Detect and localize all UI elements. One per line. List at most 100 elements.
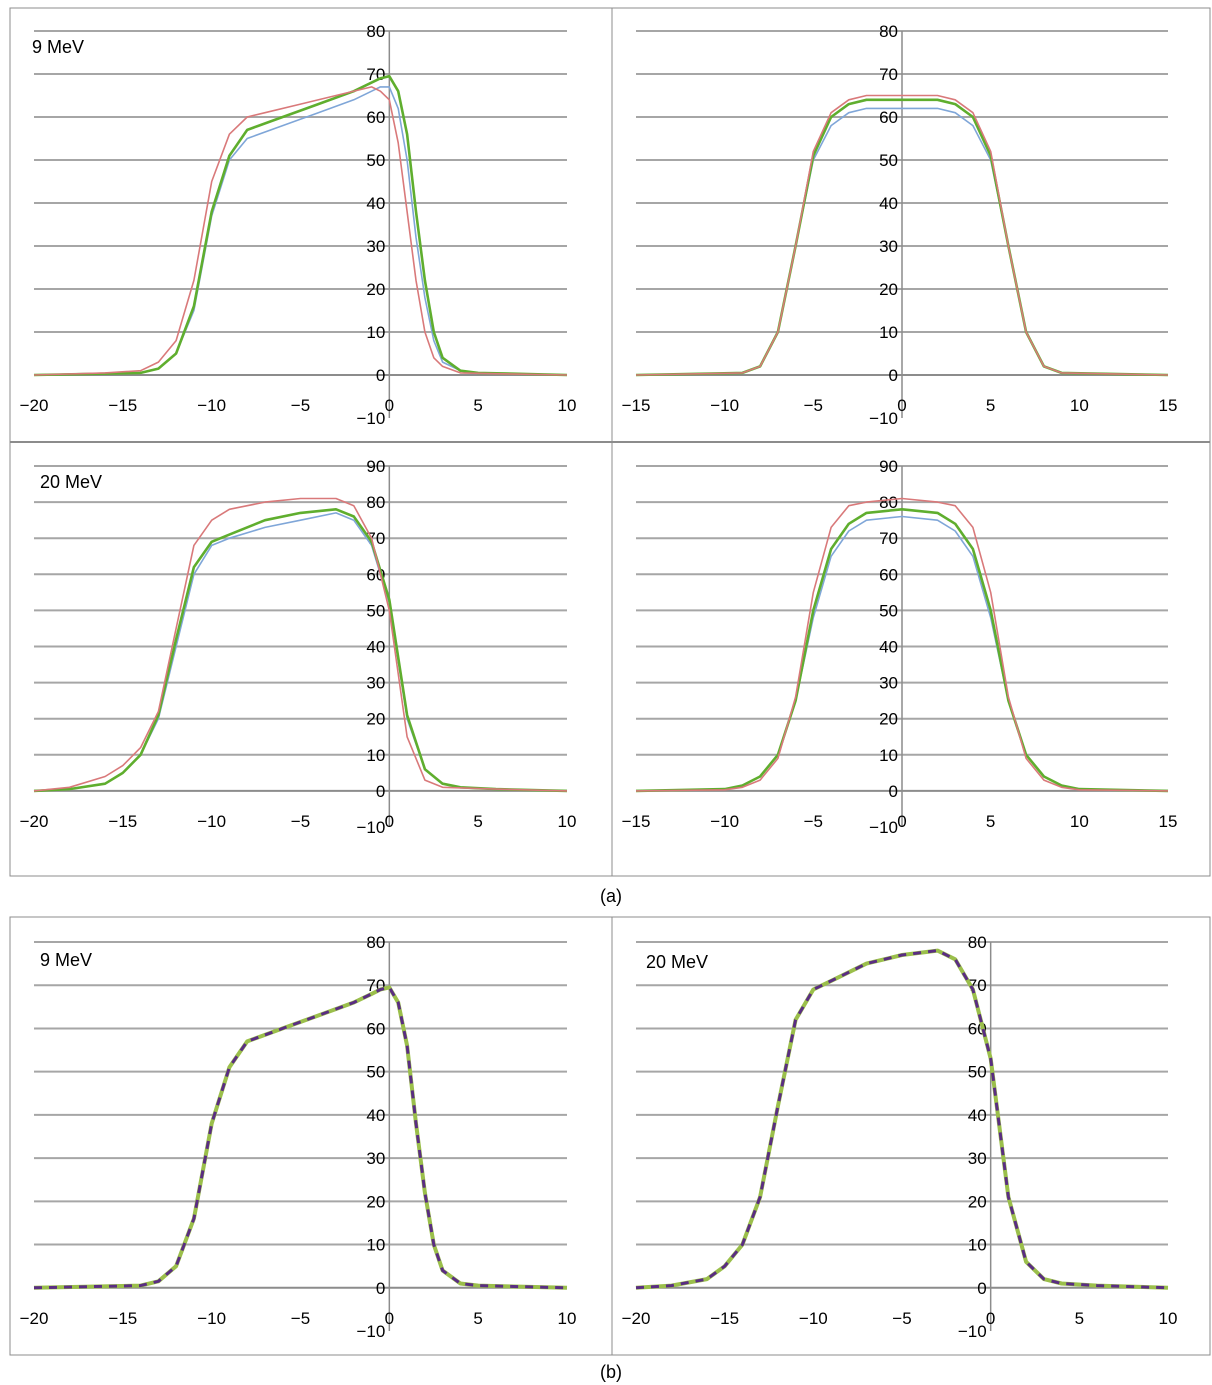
x-tick-label-a-top-right-5: 5 (986, 396, 995, 415)
x-tick-label-a-bottom-left--20: −20 (20, 812, 49, 831)
series-line-a-bottom-left-green (33, 507, 568, 793)
y-tick-label-a-bottom-left-90: 90 (366, 457, 385, 476)
y-tick-label-a-top-right-20: 20 (879, 280, 898, 299)
series-line-a-bottom-left-red (33, 497, 568, 792)
y-tick-label-a-bottom-left-50: 50 (366, 601, 385, 620)
x-tick-label-a-bottom-right--10: −10 (710, 812, 739, 831)
x-tick-label-a-bottom-right-10: 10 (1070, 812, 1089, 831)
energy-label-b-right: 20 MeV (646, 952, 708, 972)
y-tick-label-a-bottom-right-80: 80 (879, 493, 898, 512)
series-line-a-top-right-red (635, 94, 1169, 376)
x-tick-label-a-top-left-10: 10 (558, 396, 577, 415)
y-tick-label-b-left-10: 10 (366, 1236, 385, 1255)
y-tick-label-a-bottom-left--10: −10 (356, 818, 385, 837)
y-tick-label-a-bottom-left-80: 80 (366, 493, 385, 512)
y-tick-label-a-top-right-40: 40 (879, 194, 898, 213)
y-tick-label-a-bottom-right-40: 40 (879, 638, 898, 657)
y-tick-label-a-bottom-right-60: 60 (879, 565, 898, 584)
y-tick-label-a-bottom-left-30: 30 (366, 674, 385, 693)
series-line-a-top-left-green (33, 74, 568, 377)
x-tick-label-a-bottom-left-0: 0 (385, 812, 394, 831)
energy-label-a-bottom-left: 20 MeV (40, 472, 102, 492)
y-tick-label-b-left--10: −10 (356, 1322, 385, 1341)
y-tick-label-a-top-left--10: −10 (356, 409, 385, 428)
x-tick-label-b-right--15: −15 (710, 1309, 739, 1328)
x-tick-label-a-top-left-0: 0 (385, 396, 394, 415)
x-tick-label-b-left--15: −15 (108, 1309, 137, 1328)
x-tick-label-b-left--5: −5 (291, 1309, 310, 1328)
energy-label-a-top-left: 9 MeV (32, 37, 84, 57)
y-tick-label-b-right-30: 30 (968, 1149, 987, 1168)
y-tick-label-a-bottom-right-30: 30 (879, 674, 898, 693)
x-tick-label-b-right-0: 0 (986, 1309, 995, 1328)
y-tick-label-a-top-left-50: 50 (366, 151, 385, 170)
x-tick-label-a-bottom-left-5: 5 (473, 812, 482, 831)
frames (9, 7, 1211, 1356)
series-line-b-left-dashed_purple (33, 985, 568, 1290)
x-tick-label-b-left-10: 10 (558, 1309, 577, 1328)
x-tick-label-a-bottom-right--15: −15 (622, 812, 651, 831)
x-tick-label-a-top-left-5: 5 (473, 396, 482, 415)
y-tick-label-a-top-right-70: 70 (879, 65, 898, 84)
y-tick-label-a-bottom-left-0: 0 (376, 782, 385, 801)
x-tick-label-a-top-left--20: −20 (20, 396, 49, 415)
y-tick-label-a-bottom-left-10: 10 (366, 746, 385, 765)
y-tick-label-b-left-50: 50 (366, 1063, 385, 1082)
x-tick-label-a-bottom-right-15: 15 (1159, 812, 1178, 831)
y-tick-label-b-right-0: 0 (977, 1279, 986, 1298)
x-tick-label-a-top-right-15: 15 (1159, 396, 1178, 415)
x-tick-label-b-right--20: −20 (622, 1309, 651, 1328)
x-tick-label-a-top-left--15: −15 (108, 396, 137, 415)
energy-label-b-left: 9 MeV (40, 950, 92, 970)
y-tick-label-a-bottom-right-90: 90 (879, 457, 898, 476)
x-tick-label-a-bottom-right--5: −5 (804, 812, 823, 831)
x-tick-label-a-top-right--10: −10 (710, 396, 739, 415)
x-tick-label-a-top-left--10: −10 (197, 396, 226, 415)
y-tick-label-a-top-right-10: 10 (879, 323, 898, 342)
series-line-b-right-dashed_purple (635, 949, 1169, 1290)
y-tick-label-a-top-left-80: 80 (366, 22, 385, 41)
x-tick-label-a-top-left--5: −5 (291, 396, 310, 415)
y-tick-label-a-top-right-80: 80 (879, 22, 898, 41)
y-tick-label-a-bottom-right-0: 0 (889, 782, 898, 801)
y-tick-label-a-top-left-0: 0 (376, 366, 385, 385)
y-tick-label-b-left-40: 40 (366, 1106, 385, 1125)
x-tick-label-b-left--10: −10 (197, 1309, 226, 1328)
x-tick-label-a-top-right-0: 0 (897, 396, 906, 415)
y-tick-label-a-bottom-left-40: 40 (366, 638, 385, 657)
y-tick-label-b-left-30: 30 (366, 1149, 385, 1168)
series-line-b-right-dashed_green (635, 948, 1169, 1290)
x-tick-label-b-left-0: 0 (385, 1309, 394, 1328)
y-tick-label-a-top-right-30: 30 (879, 237, 898, 256)
x-tick-label-b-right--5: −5 (892, 1309, 911, 1328)
y-tick-label-b-right-50: 50 (968, 1063, 987, 1082)
x-tick-label-b-right-5: 5 (1075, 1309, 1084, 1328)
panel-b-frame (9, 916, 1211, 1356)
x-tick-label-b-right--10: −10 (799, 1309, 828, 1328)
y-tick-label-a-bottom-right-70: 70 (879, 529, 898, 548)
y-tick-label-b-left-60: 60 (366, 1019, 385, 1038)
y-tick-label-b-right-80: 80 (968, 933, 987, 952)
series-line-a-bottom-right-red (635, 497, 1169, 792)
series-line-a-top-left-red (33, 86, 568, 376)
y-tick-label-a-bottom-right--10: −10 (869, 818, 898, 837)
x-tick-label-a-top-right--5: −5 (804, 396, 823, 415)
y-tick-label-b-left-20: 20 (366, 1192, 385, 1211)
y-tick-label-a-top-right-60: 60 (879, 108, 898, 127)
x-tick-label-a-bottom-left-10: 10 (558, 812, 577, 831)
y-tick-label-a-bottom-right-20: 20 (879, 710, 898, 729)
y-tick-label-a-top-right-50: 50 (879, 151, 898, 170)
y-tick-label-a-bottom-right-10: 10 (879, 746, 898, 765)
y-tick-label-a-top-left-10: 10 (366, 323, 385, 342)
y-tick-label-a-top-left-40: 40 (366, 194, 385, 213)
x-tick-label-b-right-10: 10 (1159, 1309, 1178, 1328)
y-tick-label-a-top-right-0: 0 (889, 366, 898, 385)
series-line-a-bottom-left-blue (33, 512, 568, 792)
